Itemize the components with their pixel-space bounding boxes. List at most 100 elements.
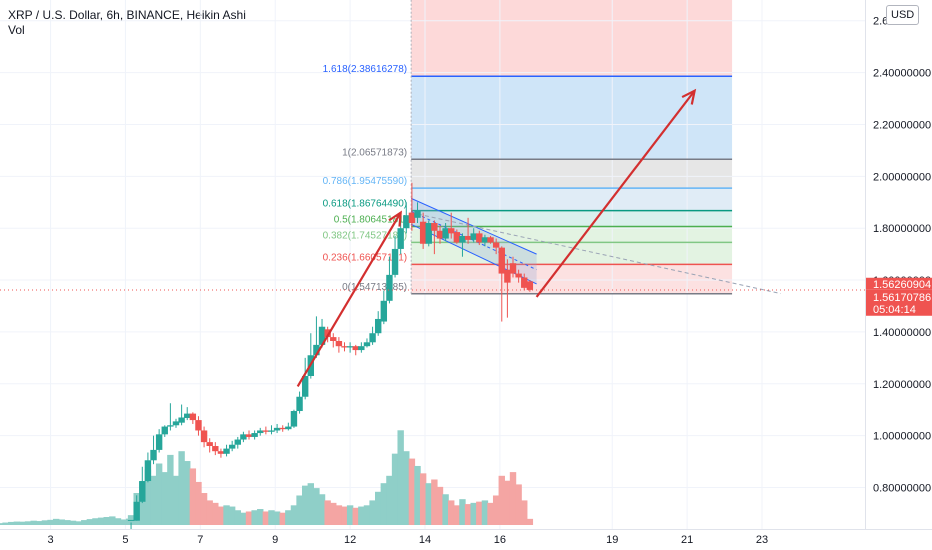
candle-body-up [273,427,281,431]
candle-body-up [386,274,393,301]
time-tick-label: 21 [681,534,693,546]
candle-body-down [335,340,343,347]
volume-bar [189,468,197,525]
trend-arrow-head [681,88,697,105]
price-tick-label: 1.00000000 [873,431,931,443]
candle-body-down [200,430,208,443]
price-tick-label: 1.20000000 [873,379,931,391]
volume-bar [481,500,489,525]
volume-bar [52,518,60,525]
fib-level-label: 1.618(2.38616278) [323,64,408,75]
candle-body-up [380,300,388,322]
volume-bar [206,500,213,525]
candles [127,182,534,529]
price-tick-label: 0.80000000 [873,483,931,495]
candle-body-down [195,420,202,431]
volume-bar [64,520,71,525]
candle-body-down [408,212,416,224]
candle-body-up [184,413,191,419]
volume-bar [178,451,185,525]
volume-bar [442,494,449,525]
candle-body-up [155,434,163,450]
volume-bar [86,519,94,525]
trend-arrow-head [388,210,402,227]
candle-body-up [223,448,230,454]
candle-body-down [262,430,270,432]
trend-arrow-line[interactable] [535,90,696,298]
volume-bar [268,510,275,525]
candle-body-down [212,446,219,452]
candle-body-up [301,376,309,397]
fib-zone [411,188,733,211]
volume-bar [487,502,494,525]
fib-lines[interactable]: 0(1.54713585) 0.236(1.66057181) 0.382(1.74… [323,0,733,295]
time-tick-label: 12 [344,534,356,546]
volume-bar [464,504,472,525]
price-tick-label: 2.00000000 [873,171,931,183]
candle-body-down [515,273,522,278]
volume-bar [109,516,116,525]
fib-level-label: 0.618(1.86764490) [323,199,408,210]
candle-body-down [521,277,528,288]
candle-body-up [318,326,326,345]
volume-bar [120,519,127,525]
volume-bar [184,461,191,525]
candle-body-down [448,228,455,234]
candle-body-up [391,248,399,275]
volume-bar [217,506,225,525]
candle-body-up [296,396,303,412]
candle-body-up [442,228,449,239]
volume-bar [296,495,303,525]
volume-bar [200,493,208,525]
volume-bar [13,521,21,525]
candle-body-down [453,232,461,243]
volume-bar [2,522,9,525]
bar-countdown: 05:04:14 [873,304,916,316]
time-axis-divider [0,529,932,530]
volume-bar [504,480,511,525]
volume-bar [92,518,99,525]
fib-zone-extension [411,0,733,77]
volume-bar [285,510,292,525]
trend-arrow-line[interactable] [296,212,402,387]
channel-middle-line[interactable] [410,210,537,271]
projection-line[interactable] [411,212,781,295]
volume-bar [301,485,309,525]
fib-level-label: 0.382(1.74527181) [323,230,408,241]
candle-body-down [279,427,286,430]
candle-body-down [206,442,213,447]
candle-body-up [346,346,354,348]
fib-zone [411,76,733,160]
time-tick-label: 7 [197,534,203,546]
currency-unit-button[interactable]: USD [886,5,920,25]
candle-body-down [526,281,534,290]
candle-body-up [228,444,236,449]
volume-bar [240,512,247,525]
volume-indicator-label[interactable]: Vol [8,23,25,37]
close-price-badge [866,289,932,316]
volume-bar [397,430,404,525]
candle-body-up [257,430,264,434]
candle-body-up [313,344,320,356]
symbol-title[interactable]: XRP / U.S. Dollar, 6h, BINANCE, Heikin A… [8,8,246,22]
volume-bar [24,521,32,525]
candle-body-down [498,247,505,274]
volume-bar [245,511,253,525]
fib-zone [411,210,733,227]
volume-bar [515,484,522,525]
price-axis[interactable]: 0.80000000 1.00000000 1.20000000 1.40000000… [866,16,932,495]
time-axis[interactable]: 3 5 7 9 12 14 16 19 21 23 [47,534,768,546]
volume-bar [155,463,163,525]
volume-bar [172,475,180,525]
candle-body-up [285,426,292,430]
trend-arrows[interactable] [296,88,697,387]
volume-bar [195,481,202,525]
price-tick-label: 2.20000000 [873,119,931,131]
volume-bar [363,505,371,525]
candle-body-up [459,235,466,243]
fib-zone [411,264,733,294]
candle-body-up [150,449,157,461]
volume-bar [369,500,376,525]
time-tick-label: 16 [494,534,506,546]
